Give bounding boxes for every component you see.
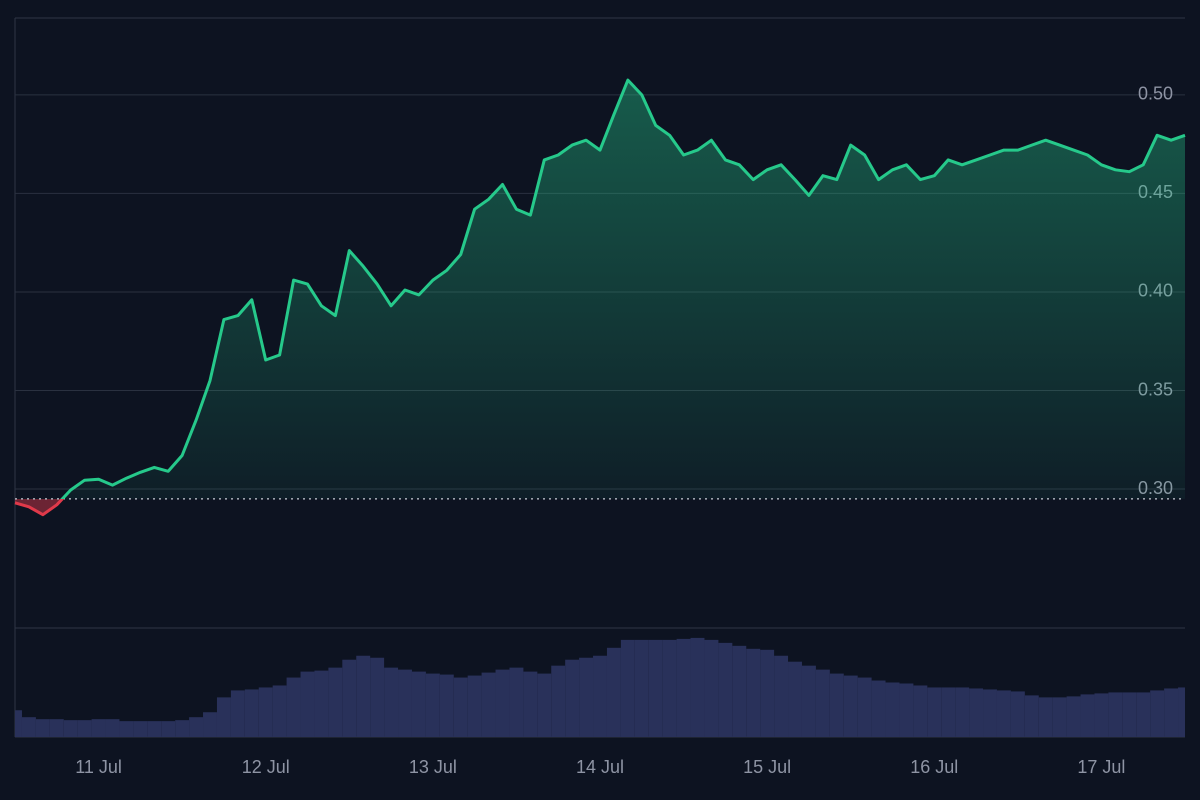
volume-bar bbox=[1080, 694, 1095, 737]
x-tick-label: 14 Jul bbox=[576, 757, 624, 777]
volume-bar bbox=[384, 667, 399, 737]
volume-bar bbox=[398, 669, 412, 737]
volume-bar bbox=[203, 712, 217, 737]
volume-bar bbox=[453, 677, 468, 737]
volume-bar bbox=[161, 721, 176, 737]
volume-bar bbox=[815, 669, 830, 737]
volume-bar bbox=[175, 720, 190, 737]
volume-bar bbox=[801, 665, 816, 737]
volume-bar bbox=[996, 690, 1011, 737]
volume-bar bbox=[913, 685, 928, 737]
volume-bar bbox=[1122, 692, 1137, 737]
volume-bar bbox=[579, 657, 594, 737]
x-tick-label: 15 Jul bbox=[743, 757, 791, 777]
volume-bar bbox=[1038, 697, 1053, 737]
volume-bar bbox=[885, 682, 900, 737]
volume-bar bbox=[537, 673, 552, 737]
volume-bar bbox=[593, 655, 607, 737]
volume-bar bbox=[439, 674, 454, 737]
volume-bar bbox=[718, 642, 733, 737]
volume-bar bbox=[760, 649, 775, 737]
volume-bar bbox=[15, 710, 22, 737]
x-tick-label: 17 Jul bbox=[1077, 757, 1125, 777]
volume-bar bbox=[732, 645, 747, 737]
volume-bar bbox=[1024, 695, 1039, 737]
volume-bar bbox=[314, 670, 329, 737]
volume-bar bbox=[147, 721, 162, 737]
volume-bar bbox=[829, 673, 844, 737]
volume-bar bbox=[370, 657, 385, 737]
volume-bar bbox=[1136, 692, 1151, 737]
x-tick-label: 13 Jul bbox=[409, 757, 457, 777]
volume-bar bbox=[606, 647, 621, 737]
volume-bar bbox=[565, 659, 580, 737]
volume-bar bbox=[411, 671, 426, 737]
volume-bar bbox=[189, 717, 204, 737]
volume-bar bbox=[1010, 691, 1025, 737]
volume-bar bbox=[662, 639, 677, 737]
y-tick-label: 0.50 bbox=[1138, 84, 1173, 104]
volume-bar bbox=[328, 667, 343, 737]
volume-bar bbox=[788, 661, 802, 737]
volume-bar bbox=[1150, 690, 1165, 737]
volume-bar bbox=[1094, 693, 1109, 737]
volume-bar bbox=[941, 687, 956, 737]
volume-bar bbox=[49, 719, 64, 737]
volume-bar bbox=[1052, 697, 1067, 737]
volume-bar bbox=[1178, 687, 1185, 737]
price-area bbox=[15, 80, 1185, 515]
volume-bar bbox=[244, 689, 259, 737]
volume-bar bbox=[676, 638, 691, 737]
volume-bar bbox=[133, 721, 148, 737]
x-tick-label: 12 Jul bbox=[242, 757, 290, 777]
volume-bar bbox=[21, 717, 36, 737]
volume-bar bbox=[551, 665, 566, 737]
volume-bar bbox=[481, 672, 496, 737]
volume-bar bbox=[77, 720, 92, 737]
volume-bar bbox=[105, 719, 120, 737]
volume-bar bbox=[272, 685, 287, 737]
volume-bar bbox=[230, 690, 245, 737]
volume-bar bbox=[342, 659, 357, 737]
volume-bar bbox=[467, 675, 482, 737]
volume-bar bbox=[927, 687, 942, 737]
volume-bar bbox=[509, 667, 524, 737]
volume-bar bbox=[843, 675, 858, 737]
volume-bar bbox=[690, 637, 705, 737]
volume-bar bbox=[356, 655, 371, 737]
x-tick-label: 11 Jul bbox=[75, 757, 122, 777]
volume-bar bbox=[91, 719, 106, 737]
volume-bar bbox=[899, 683, 914, 737]
volume-bar bbox=[523, 671, 538, 737]
price-line bbox=[14, 78, 1186, 517]
volume-bar bbox=[969, 688, 984, 737]
x-tick-label: 16 Jul bbox=[910, 757, 958, 777]
volume-bar bbox=[119, 721, 134, 737]
volume-bar bbox=[620, 639, 635, 737]
volume-bar bbox=[216, 697, 231, 737]
volume-bar bbox=[258, 687, 273, 737]
volume-bar bbox=[425, 673, 440, 737]
volume-bar bbox=[857, 677, 872, 737]
volume-bar bbox=[955, 687, 970, 737]
volume-bar bbox=[1066, 696, 1081, 737]
volume-bar bbox=[35, 719, 50, 737]
volume-bar bbox=[648, 639, 663, 737]
volume-bar bbox=[495, 669, 510, 737]
volume-bar bbox=[63, 720, 78, 737]
volume-bar bbox=[1108, 692, 1123, 737]
volume-bar bbox=[871, 680, 886, 737]
volume-bar bbox=[704, 639, 719, 737]
volume-bar bbox=[286, 677, 301, 737]
volume-bar bbox=[774, 655, 789, 737]
volume-bar bbox=[746, 648, 761, 737]
volume-bar bbox=[1164, 688, 1179, 737]
volume-bar bbox=[634, 639, 649, 737]
volume-bar bbox=[300, 671, 315, 737]
volume-bar bbox=[983, 689, 997, 737]
